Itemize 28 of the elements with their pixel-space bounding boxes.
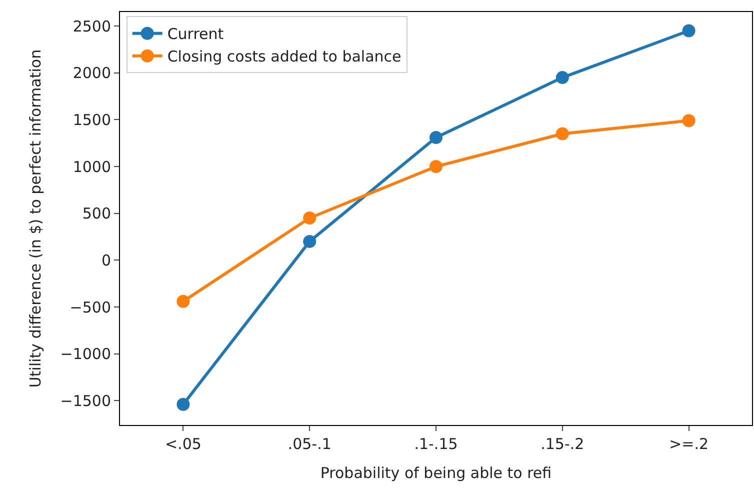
- point: [176, 398, 190, 411]
- point: [556, 127, 569, 140]
- point: [430, 130, 442, 144]
- y-tick-label: 2500: [72, 17, 111, 36]
- y-tick-label: −500: [70, 298, 111, 316]
- x-tick-label: .05-.1: [288, 435, 332, 453]
- legend-label: Current: [167, 25, 224, 44]
- y-tick-label: −1500: [60, 392, 111, 410]
- y-tick-label: 500: [82, 204, 111, 223]
- x-tick-label: .15-.2: [540, 435, 584, 453]
- point: [682, 24, 696, 38]
- point: [556, 71, 569, 84]
- y-tick-label: 1500: [72, 110, 111, 129]
- x-tick-label: >=.2: [669, 435, 709, 453]
- x-tick-label: .1-.15: [414, 435, 458, 453]
- point: [430, 160, 442, 174]
- legend-label: Closing costs added to balance: [167, 48, 402, 66]
- y-tick-label: 0: [101, 251, 111, 270]
- y-axis-title: Utility difference (in $) to perfect information: [26, 49, 44, 388]
- x-tick-label: <.05: [164, 435, 202, 453]
- y-tick-label: 1000: [72, 158, 111, 176]
- point: [176, 294, 190, 308]
- y-tick-label: −1000: [60, 345, 111, 364]
- point: [303, 234, 316, 248]
- point: [303, 212, 316, 225]
- y-tick-label: 2000: [72, 64, 111, 82]
- x-axis-title: Probability of being able to refi: [320, 464, 552, 482]
- point: [682, 114, 696, 128]
